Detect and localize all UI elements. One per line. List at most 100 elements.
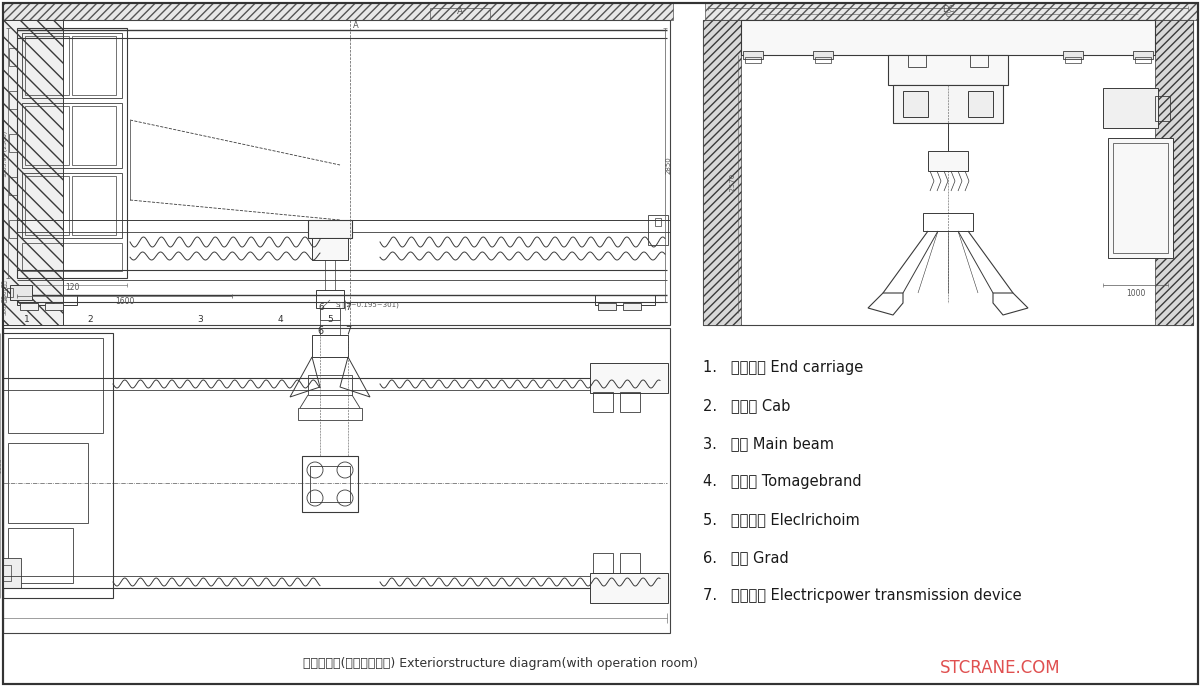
- Bar: [908, 55, 926, 67]
- Bar: [1113, 143, 1169, 253]
- Bar: [17, 295, 77, 305]
- Text: 1000: 1000: [1127, 289, 1146, 298]
- Text: A: A: [353, 21, 359, 30]
- Bar: [1109, 138, 1173, 258]
- Bar: [8, 443, 88, 523]
- Text: 2.   司机室 Cab: 2. 司机室 Cab: [703, 398, 790, 413]
- Text: 4: 4: [277, 315, 282, 324]
- Bar: [703, 20, 741, 325]
- Bar: [312, 238, 348, 260]
- Text: -2570: -2570: [730, 173, 736, 193]
- Text: C: C: [945, 12, 950, 18]
- Text: 2165: 2165: [0, 457, 2, 473]
- Bar: [298, 408, 362, 420]
- Bar: [1065, 57, 1081, 63]
- Text: 3000工作: 3000工作: [2, 295, 7, 315]
- Bar: [307, 375, 352, 395]
- Bar: [72, 36, 116, 95]
- Bar: [2, 558, 20, 588]
- Text: 2: 2: [88, 315, 92, 324]
- Text: 5.   电动葫芦 Eleclrichoim: 5. 电动葫芦 Eleclrichoim: [703, 512, 860, 527]
- Bar: [319, 308, 340, 320]
- Bar: [8, 134, 17, 152]
- Bar: [2, 20, 670, 325]
- Bar: [8, 48, 17, 66]
- Bar: [888, 55, 1008, 85]
- Text: S技(2~0.195~301): S技(2~0.195~301): [335, 302, 399, 308]
- Text: 5: 5: [327, 315, 333, 324]
- Bar: [590, 363, 668, 393]
- Bar: [22, 33, 123, 98]
- Bar: [1133, 51, 1153, 59]
- Bar: [924, 213, 973, 231]
- Bar: [1155, 96, 1170, 121]
- Bar: [2, 3, 673, 20]
- Bar: [22, 173, 123, 238]
- Bar: [72, 176, 116, 235]
- Bar: [1155, 20, 1193, 325]
- Bar: [22, 103, 123, 168]
- Bar: [620, 553, 640, 573]
- Bar: [655, 218, 661, 226]
- Bar: [8, 338, 103, 433]
- Bar: [8, 220, 17, 238]
- Bar: [594, 295, 655, 305]
- Bar: [623, 303, 641, 310]
- Bar: [44, 303, 62, 310]
- Bar: [2, 328, 670, 633]
- Bar: [968, 91, 993, 117]
- Bar: [815, 57, 831, 63]
- Bar: [620, 392, 640, 412]
- Bar: [590, 573, 668, 603]
- Bar: [593, 553, 613, 573]
- Bar: [316, 290, 343, 308]
- Bar: [25, 176, 68, 235]
- Bar: [894, 85, 1003, 123]
- Text: 1865.9~(2500): 1865.9~(2500): [2, 129, 7, 177]
- Text: 4.   吨位牌 Tomagebrand: 4. 吨位牌 Tomagebrand: [703, 474, 861, 489]
- Bar: [2, 565, 11, 581]
- Text: 120: 120: [65, 284, 79, 293]
- Text: 6: 6: [317, 326, 323, 336]
- Bar: [2, 20, 18, 325]
- Text: A: A: [456, 8, 464, 16]
- Bar: [813, 51, 833, 59]
- Text: 2850: 2850: [667, 156, 673, 174]
- Bar: [598, 303, 616, 310]
- Bar: [703, 20, 1193, 325]
- Bar: [2, 20, 62, 325]
- Bar: [17, 28, 127, 278]
- Text: 1: 1: [24, 315, 30, 324]
- Text: 3000挑距: 3000挑距: [2, 280, 7, 300]
- Bar: [1135, 57, 1151, 63]
- Text: STCRANE.COM: STCRANE.COM: [940, 659, 1060, 677]
- Bar: [7, 288, 13, 297]
- Text: 外形结构图(安装有司机室) Exteriorstructure diagram(with operation room): 外形结构图(安装有司机室) Exteriorstructure diagram(…: [303, 657, 698, 671]
- Bar: [8, 528, 73, 583]
- Bar: [22, 243, 123, 271]
- Text: 1600: 1600: [115, 297, 135, 306]
- Bar: [903, 91, 928, 117]
- Text: 1.   端梁装置 End carriage: 1. 端梁装置 End carriage: [703, 360, 864, 375]
- Bar: [743, 51, 763, 59]
- Text: 7: 7: [345, 326, 351, 336]
- Bar: [593, 392, 613, 412]
- Text: 7: 7: [345, 304, 351, 313]
- Bar: [1103, 88, 1158, 128]
- Bar: [1063, 51, 1083, 59]
- Bar: [8, 177, 17, 195]
- Bar: [745, 57, 761, 63]
- Text: 6: 6: [318, 304, 324, 313]
- Bar: [928, 151, 968, 171]
- Bar: [741, 20, 1155, 55]
- Bar: [307, 220, 352, 238]
- Bar: [2, 333, 113, 598]
- Text: 3.   主梁 Main beam: 3. 主梁 Main beam: [703, 436, 833, 451]
- Text: 7.   输电装置 Electricpower transmission device: 7. 输电装置 Electricpower transmission devic…: [703, 588, 1022, 603]
- Text: DC: DC: [942, 5, 954, 14]
- Bar: [649, 215, 668, 245]
- Bar: [25, 36, 68, 95]
- Bar: [10, 285, 32, 300]
- Bar: [970, 55, 988, 67]
- Bar: [301, 456, 358, 512]
